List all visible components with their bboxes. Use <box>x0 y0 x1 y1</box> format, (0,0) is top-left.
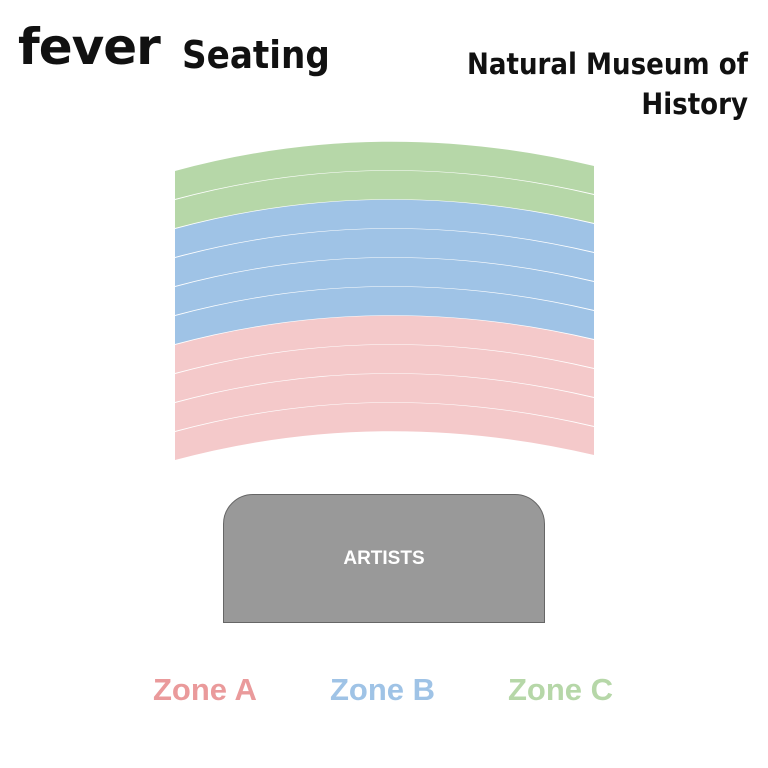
stage-artists: ARTISTS <box>223 494 545 623</box>
seat-row-zone-c[interactable] <box>175 170 594 228</box>
seat-row-zone-b[interactable] <box>175 286 594 344</box>
fever-logo: fever <box>18 18 161 76</box>
seat-row-zone-c[interactable] <box>175 141 594 199</box>
legend-zone-c: Zone C <box>508 672 614 707</box>
seat-row-zone-a[interactable] <box>175 373 594 431</box>
seat-row-zone-a[interactable] <box>175 315 594 373</box>
legend-zone-b: Zone B <box>330 672 436 707</box>
seat-row-zone-b[interactable] <box>175 199 594 257</box>
stage-label: ARTISTS <box>343 547 425 569</box>
seat-row-zone-a[interactable] <box>175 402 594 460</box>
page-title: Seating <box>182 33 330 77</box>
seat-row-zone-b[interactable] <box>175 257 594 315</box>
seat-row-zone-a[interactable] <box>175 344 594 402</box>
venue-name: Natural Museum of History <box>467 47 748 121</box>
legend-zone-a: Zone A <box>153 672 257 707</box>
seat-row-zone-b[interactable] <box>175 228 594 286</box>
